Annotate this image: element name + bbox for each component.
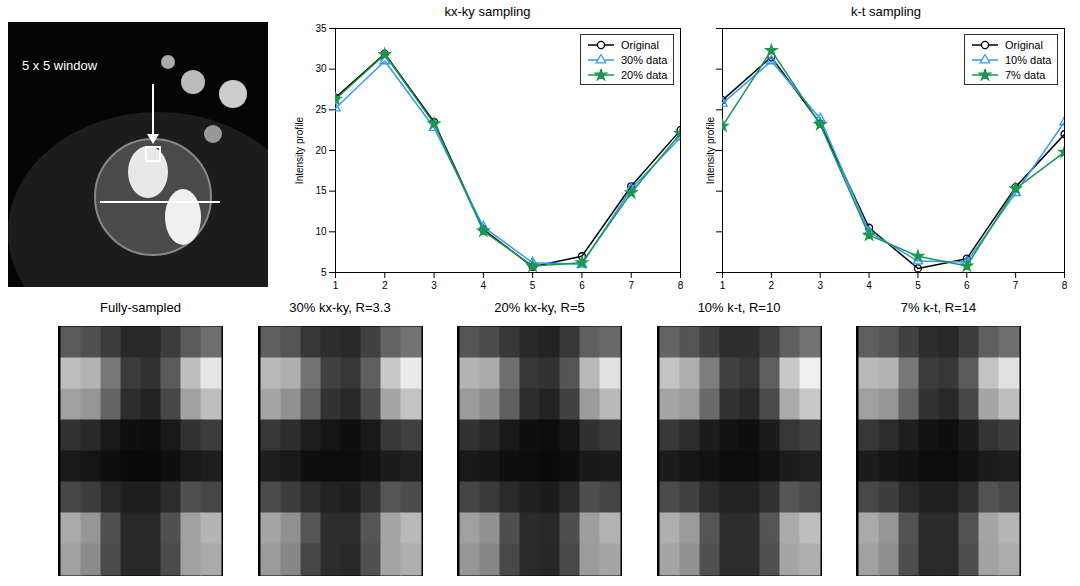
svg-text:15: 15 <box>315 185 327 196</box>
html-text:kx-ky sampling: kx-ky sampling <box>444 4 531 19</box>
svg-text:7: 7 <box>1013 280 1019 291</box>
html-text:30% kx-ky, R=3.3: 30% kx-ky, R=3.3 <box>289 300 391 315</box>
svg-text:4: 4 <box>481 280 487 291</box>
svg-text:4: 4 <box>866 280 872 291</box>
svg-text:20: 20 <box>315 145 327 156</box>
html-text:k-t sampling: k-t sampling <box>851 4 921 19</box>
svg-text:1: 1 <box>333 280 339 291</box>
svg-text:30: 30 <box>315 63 327 74</box>
html-text:Original: Original <box>621 38 659 51</box>
html-text:10% k-t, R=10: 10% k-t, R=10 <box>697 300 781 315</box>
svg-text:2: 2 <box>769 280 775 291</box>
svg-text:3: 3 <box>817 280 823 291</box>
html-text:20% data: 20% data <box>621 68 668 81</box>
svg-text:25: 25 <box>315 104 327 115</box>
svg-text:5: 5 <box>915 280 921 291</box>
svg-text:1: 1 <box>720 280 726 291</box>
svg-text:5: 5 <box>321 267 327 278</box>
html-text:7% k-t, R=14: 7% k-t, R=14 <box>900 300 977 315</box>
svg-text:Intensity profile: Intensity profile <box>294 116 305 184</box>
svg-text:5 x 5 window: 5 x 5 window <box>22 58 98 73</box>
html-text:Original: Original <box>1005 38 1043 51</box>
svg-text:7: 7 <box>628 280 634 291</box>
html-text:7% data: 7% data <box>1005 68 1046 81</box>
svg-text:6: 6 <box>579 280 585 291</box>
html-text:Fully-sampled: Fully-sampled <box>100 300 181 315</box>
svg-text:3: 3 <box>431 280 437 291</box>
svg-text:2: 2 <box>382 280 388 291</box>
svg-text:6: 6 <box>964 280 970 291</box>
html-text:20% kx-ky, R=5: 20% kx-ky, R=5 <box>494 300 585 315</box>
html-text:30% data: 30% data <box>621 53 668 66</box>
svg-text:5: 5 <box>530 280 536 291</box>
svg-text:Intensity profile: Intensity profile <box>705 116 716 184</box>
html-text:10% data: 10% data <box>1005 53 1052 66</box>
svg-text:8: 8 <box>1062 280 1068 291</box>
svg-text:10: 10 <box>315 226 327 237</box>
svg-text:8: 8 <box>678 280 684 291</box>
svg-text:35: 35 <box>315 23 327 34</box>
